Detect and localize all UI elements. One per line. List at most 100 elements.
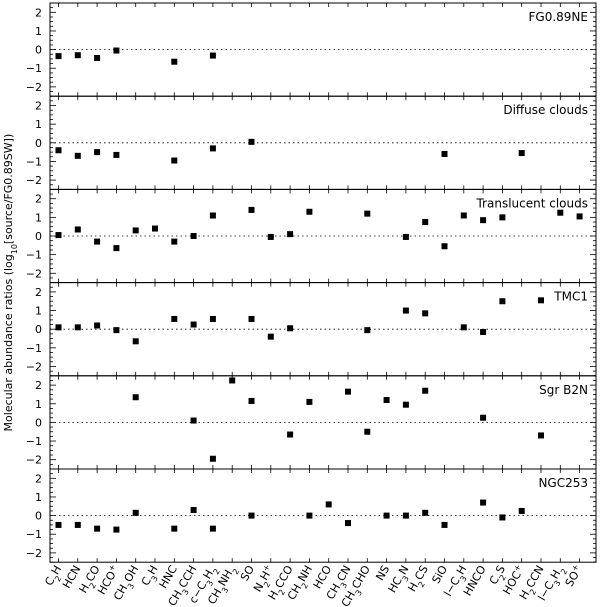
y-axis-label: Molecular abundance ratios (log10[source… [2, 134, 19, 432]
y-tick-label: −1 [26, 62, 42, 75]
data-point-C2H [55, 324, 62, 331]
data-point-H2CS [422, 219, 429, 226]
data-point-HCN [74, 521, 81, 528]
y-tick-label: −2 [26, 81, 42, 94]
data-point-H2CCN [538, 432, 544, 439]
data-point-HNCO [480, 499, 487, 506]
data-point-C2S [499, 214, 506, 221]
y-tick-label: −1 [26, 249, 42, 262]
data-point-HCO+ [113, 151, 120, 158]
data-point-CH3OH [132, 227, 139, 234]
data-point-CH3CHO [364, 428, 371, 435]
panel-2: −2 −1 0 1 2 Translucent clouds [26, 188, 597, 284]
y-tick-label: 1 [35, 25, 42, 38]
data-point-CH3OH [132, 509, 139, 516]
y-tick-label: 2 [35, 379, 42, 392]
data-point-HNC [171, 157, 178, 164]
x-category-label: HNC [157, 563, 181, 591]
y-tick-label: −2 [26, 547, 42, 560]
data-point-CH2NH [306, 512, 313, 519]
data-point-c-C3H2 [209, 315, 216, 322]
y-tick-label: 0 [35, 510, 42, 523]
y-tick-label: 2 [35, 100, 42, 113]
y-tick-label: −2 [26, 360, 42, 373]
data-point-HNCO [480, 328, 487, 335]
data-point-c-C3H2 [209, 145, 216, 152]
data-point-H2CS [422, 387, 429, 394]
data-point-HNCO [480, 217, 487, 224]
data-point-HNCO [480, 414, 487, 421]
y-tick-label: −2 [26, 267, 42, 280]
data-point-C2S [499, 298, 506, 305]
panel-5: −2 −1 0 1 2 NGC253 [26, 468, 597, 563]
data-point-HC3N [402, 233, 409, 240]
data-point-c-C3H2 [209, 212, 216, 219]
x-category-label: C2H [42, 563, 67, 589]
y-tick-label: −2 [26, 174, 42, 187]
data-point-HCO+ [113, 245, 120, 252]
x-category-label: NS [373, 563, 392, 583]
data-point-HNC [171, 315, 178, 322]
y-tick-label: 0 [35, 416, 42, 429]
y-tick-label: 2 [35, 472, 42, 485]
x-category-label: H2CS [406, 563, 434, 596]
y-tick-label: −1 [26, 528, 42, 541]
data-point-CH3CN [345, 520, 351, 527]
data-point-SiO [441, 243, 448, 250]
data-point-CH3OH [132, 338, 139, 345]
data-point-HCO [325, 501, 332, 508]
data-point-NS [383, 512, 390, 519]
y-tick-label: 1 [35, 118, 42, 131]
data-point-C2H [55, 232, 62, 239]
panel-title: FG0.89NE [529, 10, 588, 24]
y-tick-label: −1 [26, 435, 42, 448]
data-point-H2CCO [287, 325, 294, 332]
y-tick-label: −1 [26, 155, 42, 168]
data-point-H2CS [422, 310, 429, 317]
data-point-CH3CCH [190, 417, 197, 424]
data-point-CH3NH2 [229, 377, 236, 384]
data-point-SiO [441, 150, 448, 157]
x-category-label: C3H [139, 563, 164, 589]
data-point-H2CO [94, 238, 101, 245]
data-point-HNC [171, 525, 178, 532]
panel-3: −2 −1 0 1 2 TMC1 [26, 282, 597, 377]
data-point-SiO [441, 521, 448, 528]
panel-title: Sgr B2N [539, 383, 588, 397]
y-tick-label: 0 [35, 230, 42, 243]
data-point-CH3CHO [364, 210, 371, 217]
data-point-HCN [74, 324, 81, 331]
data-point-H2CCN [538, 297, 544, 304]
data-point-CH2NH [306, 398, 313, 405]
y-tick-label: 0 [35, 44, 42, 57]
data-point-SO [248, 512, 255, 519]
panel-0: −2 −1 0 1 2 FG0.89NE [26, 2, 597, 97]
x-category-label: CH3OH [111, 563, 144, 604]
y-tick-label: 2 [35, 6, 42, 19]
y-tick-label: 1 [35, 491, 42, 504]
data-point-C2H [55, 521, 62, 528]
data-point-HC3N [402, 512, 409, 519]
data-point-CH3CN [345, 388, 351, 395]
y-tick-label: 1 [35, 211, 42, 224]
data-point-C2H [55, 53, 62, 60]
data-point-HCN [74, 152, 81, 159]
data-point-CH3CHO [364, 327, 371, 334]
data-point-H2CS [422, 509, 429, 516]
y-tick-label: 0 [35, 137, 42, 150]
data-point-HOC+ [518, 150, 525, 157]
data-point-HOC+ [518, 507, 525, 514]
data-point-SO [248, 315, 255, 322]
y-tick-label: −1 [26, 342, 42, 355]
data-point-H2CCO [287, 231, 294, 238]
panel-title: NGC253 [538, 476, 588, 490]
data-point-H2CO [94, 149, 101, 156]
y-tick-label: 1 [35, 305, 42, 318]
data-point-SO [248, 206, 255, 213]
panel-title: TMC1 [553, 290, 588, 304]
data-point-SO+ [576, 213, 583, 220]
data-point-c-C3H2 [209, 455, 216, 462]
data-point-HCO+ [113, 327, 120, 334]
data-point-HNC [171, 238, 178, 245]
x-category-label: HC3N [386, 563, 415, 597]
